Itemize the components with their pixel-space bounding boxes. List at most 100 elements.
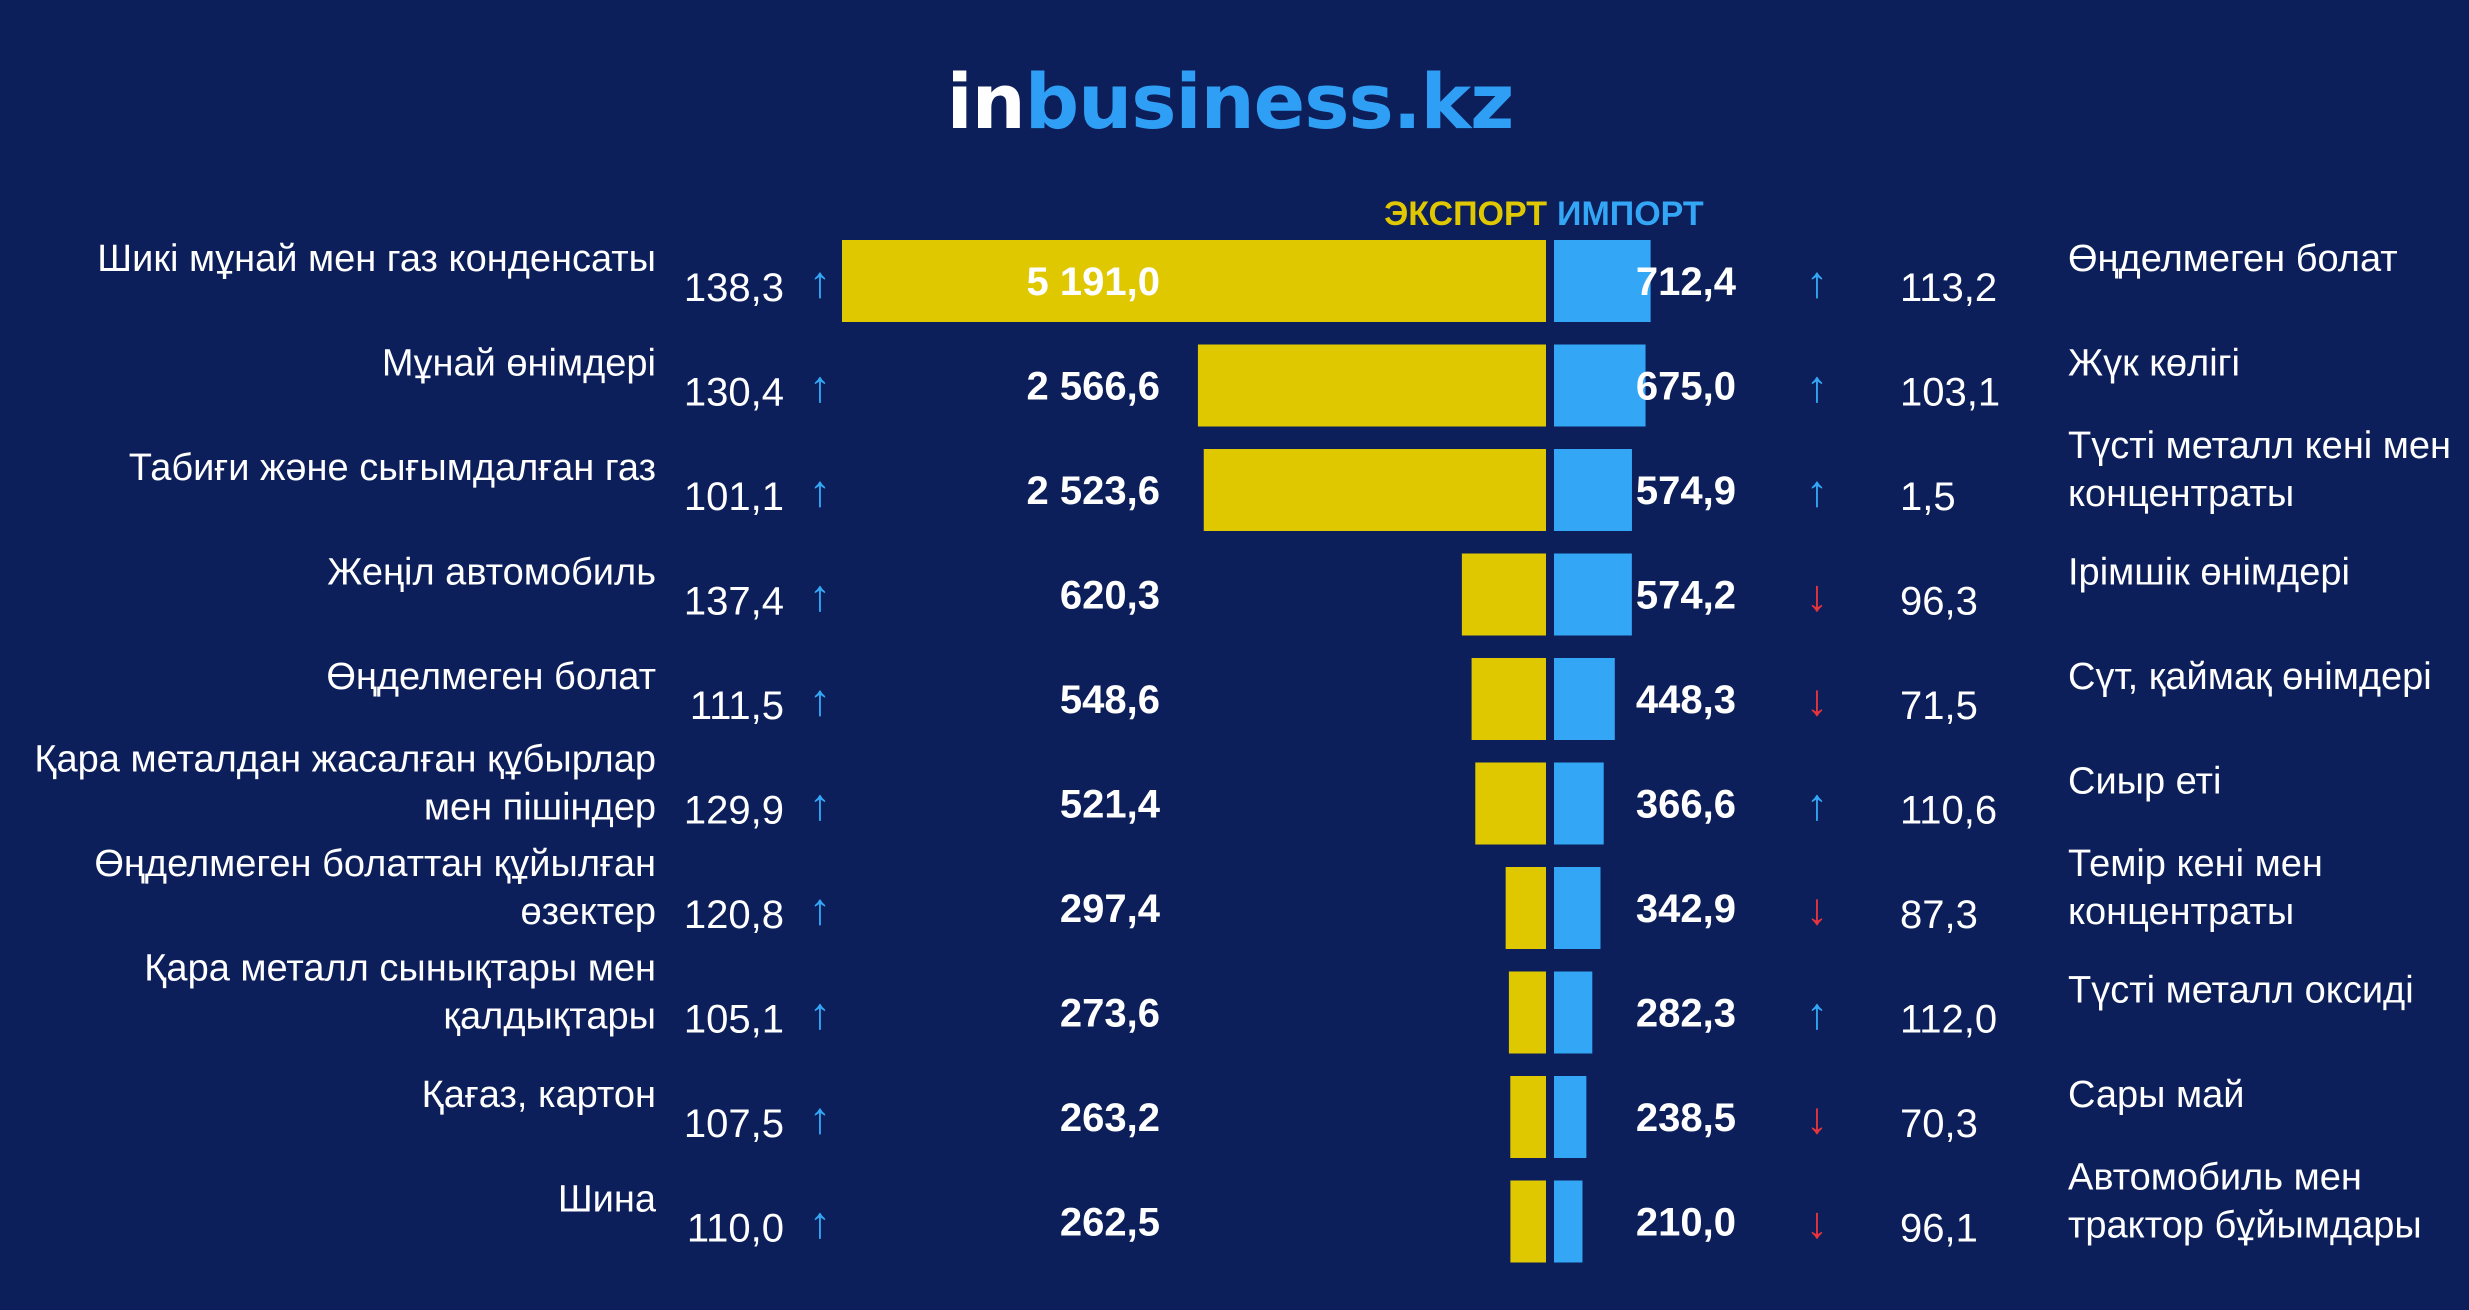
export-bar xyxy=(1508,971,1546,1054)
export-value-label: 2 523,6 xyxy=(1027,469,1160,513)
arrow-up-icon: ↑ xyxy=(809,1199,831,1248)
export-value-label: 5 191,0 xyxy=(1027,260,1160,304)
import-bar xyxy=(1554,240,1651,322)
export-bar xyxy=(1197,344,1546,427)
arrow-up-icon: ↑ xyxy=(809,885,831,934)
export-bar xyxy=(842,240,1546,322)
import-percent: 96,1 xyxy=(1900,1207,1978,1251)
import-value-label: 366,6 xyxy=(1636,783,1736,827)
import-percent: 1,5 xyxy=(1900,475,1956,519)
import-bar xyxy=(1554,867,1601,949)
import-value-label: 238,5 xyxy=(1636,1096,1736,1140)
import-product-name: Жүк көлігі xyxy=(2068,343,2240,385)
arrow-up-icon: ↑ xyxy=(1806,467,1828,516)
logo-part-business: business.kz xyxy=(1025,57,1514,146)
import-bar xyxy=(1554,449,1632,531)
export-product-name: Жеңіл автомобиль xyxy=(327,552,656,594)
export-product-name: Қағаз, картон xyxy=(422,1074,656,1116)
import-bar xyxy=(1554,1180,1583,1263)
import-bar xyxy=(1554,971,1593,1054)
arrow-down-icon: ↓ xyxy=(1806,676,1828,725)
import-value-label: 342,9 xyxy=(1636,887,1736,931)
import-bar xyxy=(1554,762,1604,845)
export-value-label: 263,2 xyxy=(1060,1096,1160,1140)
export-bar xyxy=(1471,658,1546,740)
import-product-name: Автомобиль мен трактор бұйымдары xyxy=(2068,1157,2422,1247)
export-percent: 105,1 xyxy=(684,998,784,1042)
export-product-name: Шина xyxy=(558,1179,657,1221)
export-percent: 107,5 xyxy=(684,1102,784,1146)
export-value-label: 620,3 xyxy=(1060,574,1160,618)
import-value-label: 712,4 xyxy=(1636,260,1737,304)
import-percent: 96,3 xyxy=(1900,580,1978,624)
export-bar xyxy=(1510,1180,1546,1263)
export-value-label: 548,6 xyxy=(1060,678,1160,722)
export-bar xyxy=(1461,553,1546,636)
import-value-label: 282,3 xyxy=(1636,992,1736,1036)
export-bar xyxy=(1510,1076,1546,1158)
arrow-down-icon: ↓ xyxy=(1806,885,1828,934)
export-percent: 130,4 xyxy=(684,371,784,415)
import-product-name: Өңделмеген болат xyxy=(2068,238,2398,280)
arrow-up-icon: ↑ xyxy=(1806,363,1828,412)
import-percent: 110,6 xyxy=(1900,789,1997,833)
export-value-label: 297,4 xyxy=(1060,887,1161,931)
arrow-down-icon: ↓ xyxy=(1806,1199,1828,1248)
export-percent: 137,4 xyxy=(684,580,784,624)
arrow-up-icon: ↑ xyxy=(809,781,831,830)
import-bar xyxy=(1554,553,1632,636)
export-product-name: Қара металдан жасалған құбырлар мен пішін… xyxy=(34,739,656,829)
import-bar xyxy=(1554,344,1646,427)
export-product-name: Қара металл сынықтары мен қалдықтары xyxy=(144,948,656,1038)
arrow-up-icon: ↑ xyxy=(1806,258,1828,307)
import-percent: 71,5 xyxy=(1900,684,1978,728)
export-product-name: Өңделмеген болат xyxy=(326,656,656,698)
import-bar xyxy=(1554,658,1615,740)
export-percent: 111,5 xyxy=(690,684,784,728)
export-value-label: 273,6 xyxy=(1060,992,1160,1036)
export-value-label: 521,4 xyxy=(1060,783,1161,827)
arrow-up-icon: ↑ xyxy=(809,1094,831,1143)
import-percent: 87,3 xyxy=(1900,893,1978,937)
site-logo: inbusiness.kz xyxy=(947,57,1514,146)
arrow-up-icon: ↑ xyxy=(809,990,831,1039)
import-product-name: Түсті металл кені мен концентраты xyxy=(2068,425,2451,515)
import-product-name: Ірімшік өнімдері xyxy=(2068,552,2350,594)
import-percent: 103,1 xyxy=(1900,371,2000,415)
export-percent: 110,0 xyxy=(687,1207,784,1251)
import-value-label: 574,9 xyxy=(1636,469,1736,513)
export-product-name: Табиғи және сығымдалған газ xyxy=(129,447,656,489)
arrow-up-icon: ↑ xyxy=(809,258,831,307)
arrow-down-icon: ↓ xyxy=(1806,572,1828,621)
export-legend-label: ЭКСПОРТ xyxy=(1384,195,1547,233)
import-value-label: 574,2 xyxy=(1636,574,1736,618)
arrow-up-icon: ↑ xyxy=(1806,990,1828,1039)
import-bar xyxy=(1554,1076,1587,1158)
import-product-name: Темір кені мен концентраты xyxy=(2068,843,2323,933)
arrow-up-icon: ↑ xyxy=(809,467,831,516)
logo-part-in: in xyxy=(947,57,1025,146)
export-percent: 129,9 xyxy=(684,789,784,833)
arrow-up-icon: ↑ xyxy=(809,572,831,621)
export-bar xyxy=(1203,449,1546,531)
import-value-label: 675,0 xyxy=(1636,365,1736,409)
export-bar xyxy=(1505,867,1546,949)
chart-rows: 5 191,0 712,4 Шикі мұнай мен газ конденсат… xyxy=(34,238,2451,1263)
arrow-down-icon: ↓ xyxy=(1806,1094,1828,1143)
import-product-name: Сүт, қаймақ өнімдері xyxy=(2068,656,2432,698)
arrow-up-icon: ↑ xyxy=(1806,781,1828,830)
import-percent: 70,3 xyxy=(1900,1102,1978,1146)
import-product-name: Сары май xyxy=(2068,1074,2245,1116)
export-percent: 120,8 xyxy=(684,893,784,937)
export-value-label: 262,5 xyxy=(1060,1201,1160,1245)
export-product-name: Мұнай өнімдері xyxy=(382,343,656,385)
export-product-name: Шикі мұнай мен газ конденсаты xyxy=(97,238,656,280)
export-product-name: Өңделмеген болаттан құйылған өзектер xyxy=(94,843,656,933)
import-product-name: Түсті металл оксиді xyxy=(2068,970,2414,1012)
import-product-name: Сиыр еті xyxy=(2068,761,2221,803)
export-percent: 138,3 xyxy=(684,266,784,310)
import-percent: 112,0 xyxy=(1900,998,1997,1042)
import-value-label: 210,0 xyxy=(1636,1201,1736,1245)
arrow-up-icon: ↑ xyxy=(809,676,831,725)
